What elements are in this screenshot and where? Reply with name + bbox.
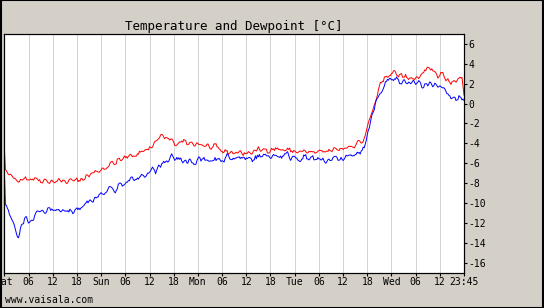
Text: www.vaisala.com: www.vaisala.com <box>5 295 94 305</box>
Title: Temperature and Dewpoint [°C]: Temperature and Dewpoint [°C] <box>126 20 343 33</box>
